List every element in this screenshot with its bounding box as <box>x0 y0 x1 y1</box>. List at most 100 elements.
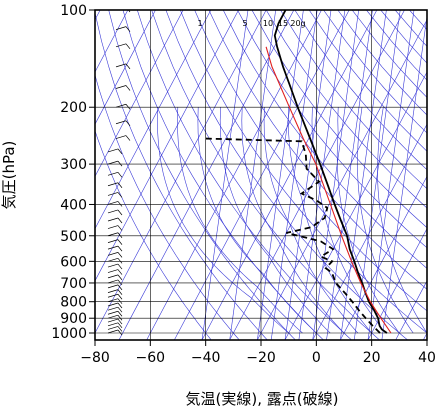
wind-barb-flag <box>117 252 123 258</box>
x-tick-label: 0 <box>312 350 321 366</box>
dry-adiabat-line <box>194 10 427 312</box>
wind-barb <box>107 269 119 273</box>
wind-barb <box>107 298 119 303</box>
mixing-ratio-line <box>298 10 346 340</box>
mixing-ratio-line <box>367 10 415 340</box>
isotherm-line <box>201 10 378 340</box>
wind-barb-flag <box>117 306 123 313</box>
dry-adiabat-line <box>237 10 427 249</box>
wind-barb-flag <box>117 326 123 332</box>
isotherm-line <box>95 10 212 230</box>
wind-barb <box>107 314 119 319</box>
isotherm-line <box>95 10 267 334</box>
wind-barb <box>107 289 119 293</box>
isotherm-line <box>312 123 427 340</box>
wind-barb <box>107 239 119 243</box>
x-axis-title: 気温(実線), 露点(破線) <box>186 390 339 408</box>
isotherm-line <box>174 10 350 340</box>
wind-barb <box>107 306 119 311</box>
wind-barb <box>115 85 127 89</box>
wind-barb <box>107 192 119 196</box>
dry-adiabat-line <box>409 10 427 31</box>
wind-barb <box>115 26 127 30</box>
wind-barb <box>107 318 119 323</box>
dry-adiabat-line <box>308 10 427 152</box>
dry-adiabat-line <box>265 10 427 209</box>
y-tick-label: 400 <box>60 197 87 213</box>
wind-barb-flag <box>127 10 131 13</box>
mixing-ratio-label: 20g <box>290 19 305 28</box>
wind-barb-flag <box>125 43 131 50</box>
wind-barb <box>107 326 119 330</box>
wind-barb-flag <box>117 318 123 325</box>
moist-adiabat-line <box>219 107 331 334</box>
isotherm-line <box>229 10 405 340</box>
wind-barb <box>115 103 127 108</box>
wind-barb <box>107 209 119 214</box>
wind-barb-flag <box>117 172 123 178</box>
y-tick-label: 500 <box>60 229 87 245</box>
wind-barb-flag <box>117 294 123 300</box>
y-tick-label: 100 <box>60 3 87 19</box>
wind-barb <box>107 182 119 187</box>
y-tick-label: 1000 <box>51 326 87 342</box>
wind-barb-flag <box>117 245 123 252</box>
wind-barb <box>107 322 119 327</box>
wind-barb <box>107 217 119 222</box>
y-tick-label: 800 <box>60 295 87 311</box>
wind-barb <box>107 252 119 256</box>
mixing-ratio-line <box>201 10 249 340</box>
mixing-ratio-line <box>326 10 373 340</box>
wind-barb-flag <box>117 279 123 286</box>
wind-barb <box>107 293 119 298</box>
wind-barb-flag <box>117 201 123 207</box>
wind-barb-flag <box>125 85 131 91</box>
dry-adiabat-line <box>180 10 427 334</box>
wind-barbs <box>107 10 131 336</box>
dry-adiabat-line <box>95 129 212 340</box>
dry-adiabat-line <box>280 10 427 190</box>
wind-barb-flag <box>125 135 131 141</box>
wind-barb <box>115 63 127 68</box>
plot-content <box>95 10 427 340</box>
wind-barb <box>107 284 119 289</box>
wind-barb-flag <box>117 302 123 309</box>
dry-adiabat-line <box>165 10 408 340</box>
wind-barb <box>107 329 119 334</box>
wind-barb-flag <box>125 63 131 70</box>
dry-adiabat-line <box>95 11 268 340</box>
y-tick-label: 300 <box>60 157 87 173</box>
isotherm-line <box>118 10 295 340</box>
wind-barb <box>107 279 119 284</box>
mixing-ratio-label: 5 <box>242 19 247 28</box>
dry-adiabat-line <box>95 73 240 340</box>
isotherm-line <box>367 227 427 340</box>
wind-barb-flag <box>117 263 123 270</box>
wind-barb-flag <box>125 26 131 32</box>
dry-adiabat-line <box>366 10 427 81</box>
moist-adiabat-line <box>357 107 414 334</box>
dry-adiabat-line <box>251 10 427 229</box>
wind-barb <box>115 120 127 125</box>
wind-barb-flag <box>117 192 123 198</box>
y-axis-title: 気圧(hPa) <box>0 141 18 210</box>
grid <box>95 10 427 340</box>
mixing-ratio-line <box>229 10 276 340</box>
wind-barb-flag <box>117 322 123 329</box>
wind-barb <box>107 245 119 250</box>
dry-adiabat-line <box>222 10 427 269</box>
wind-barb <box>115 43 127 48</box>
series-line-3 <box>265 46 392 334</box>
wind-barb-flag <box>117 217 123 224</box>
wind-barb-flag <box>117 311 123 317</box>
x-tick-label: −60 <box>136 350 166 366</box>
dry-adiabat-line <box>137 10 352 340</box>
wind-barb <box>107 274 119 279</box>
dry-adiabat-line <box>151 10 380 340</box>
isotherm-line <box>257 19 427 340</box>
x-tick-label: −80 <box>80 350 110 366</box>
wind-barb-flag <box>117 225 123 231</box>
wind-barb <box>107 263 119 268</box>
isotherm-line <box>340 175 427 340</box>
